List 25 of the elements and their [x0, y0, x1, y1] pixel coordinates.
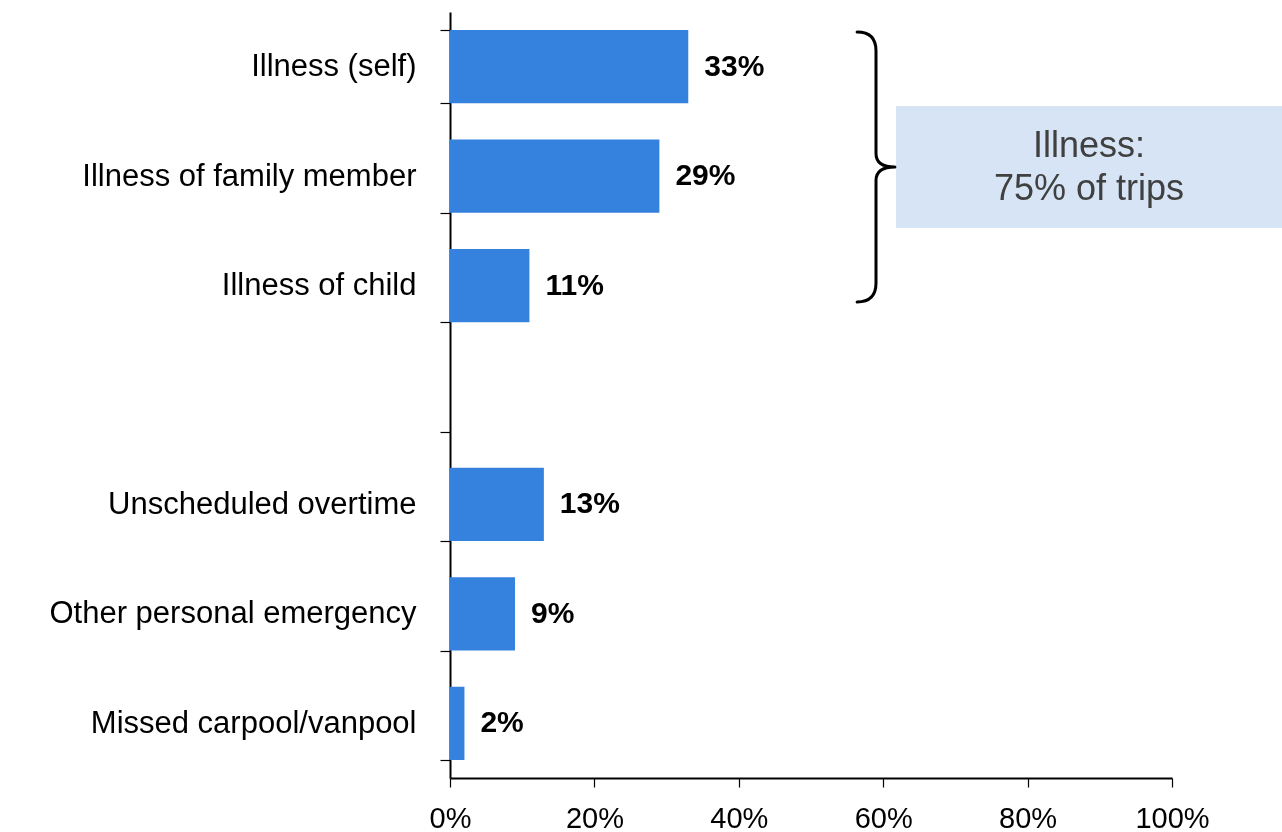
y-tick-label: Illness (self)	[251, 48, 417, 84]
data-label: 9%	[530, 595, 575, 629]
x-tick-label: 0%	[429, 801, 472, 832]
y-tick-label: Missed carpool/vanpool	[90, 704, 417, 740]
data-label: 29%	[675, 158, 736, 192]
bar	[450, 30, 689, 104]
y-tick-label: Illness of family member	[82, 157, 417, 193]
x-tick-label: 60%	[854, 801, 913, 832]
x-tick-label: 40%	[710, 801, 769, 832]
bar	[450, 686, 465, 760]
x-tick-label: 20%	[565, 801, 624, 832]
bar	[450, 248, 530, 323]
data-label: 33%	[704, 48, 765, 82]
y-tick-label: Other personal emergency	[49, 595, 417, 631]
data-label: 2%	[480, 705, 524, 739]
x-tick-label: 80%	[999, 801, 1058, 832]
y-tick-label: Illness of child	[221, 267, 417, 303]
annotation: Illness: 75% of trips	[993, 123, 1185, 208]
data-label: 11%	[545, 267, 604, 301]
bar	[450, 467, 544, 542]
y-tick-label: Unscheduled overtime	[108, 485, 417, 521]
data-label: 13%	[559, 486, 620, 520]
bar	[450, 577, 515, 651]
x-tick-label: 100%	[1135, 801, 1210, 832]
bar	[450, 139, 660, 213]
